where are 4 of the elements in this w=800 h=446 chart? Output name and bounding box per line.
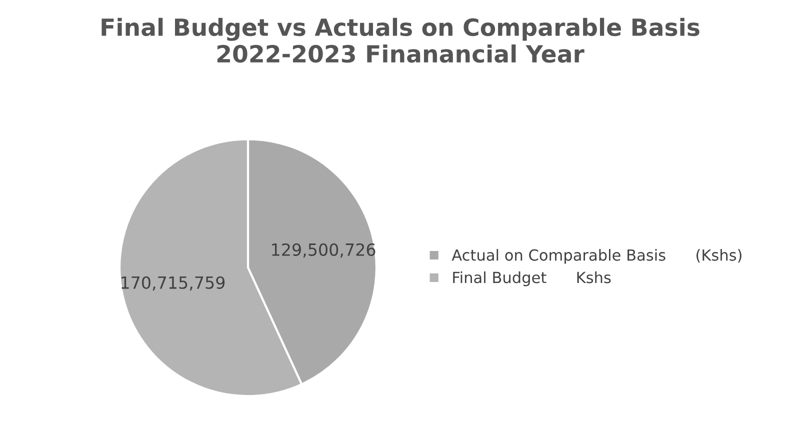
chart-title: Final Budget vs Actuals on Comparable Basis 2022-2023 Finanancial Year (102, 18, 700, 63)
legend-label: Actual on Comparable Basis (Kshs) (452, 248, 742, 264)
legend-label: Final Budget Kshs (453, 271, 611, 286)
data-label: 170,715,759 (122, 276, 225, 291)
